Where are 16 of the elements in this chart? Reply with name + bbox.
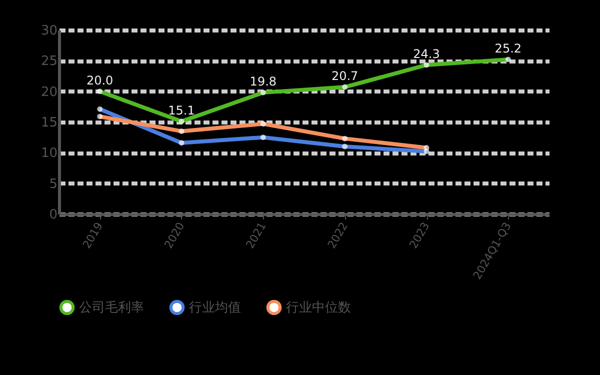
data-label: 19.8 [250, 74, 277, 89]
data-label: 20.0 [86, 73, 114, 88]
data-label: 15.1 [168, 103, 195, 118]
y-tick-label: 5 [49, 176, 58, 192]
y-tick-label: 20 [40, 84, 58, 100]
y-tick-label: 0 [49, 208, 58, 222]
legend-label: 公司毛利率 [79, 299, 144, 316]
y-tick-label: 10 [40, 146, 58, 162]
legend-label: 行业均值 [189, 300, 241, 316]
y-tick-label: 30 [40, 24, 58, 38]
y-tick-label: 25 [40, 54, 58, 70]
y-tick-label: 15 [40, 116, 58, 130]
data-label: 20.7 [331, 69, 358, 84]
legend-label: 行业中位数 [286, 300, 351, 316]
data-label: 25.2 [494, 41, 522, 56]
data-label: 24.3 [413, 46, 440, 61]
